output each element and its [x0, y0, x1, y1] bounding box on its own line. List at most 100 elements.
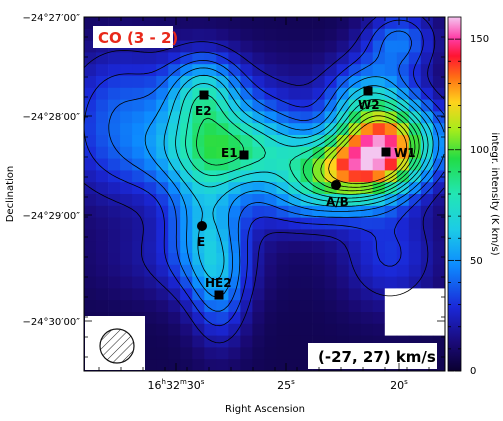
- heatmap-cell: [324, 241, 337, 254]
- heatmap-cell: [156, 264, 169, 277]
- heatmap-cell: [168, 312, 181, 325]
- heatmap-cell: [240, 76, 253, 89]
- heatmap-cell: [240, 28, 253, 41]
- heatmap-cell: [156, 123, 169, 136]
- heatmap-cell: [408, 276, 422, 289]
- heatmap-cell: [360, 264, 374, 277]
- source-label: E: [197, 235, 205, 249]
- heatmap-cell: [240, 194, 253, 207]
- heatmap-cell: [384, 123, 398, 136]
- heatmap-cell: [384, 135, 398, 148]
- heatmap-cell: [264, 111, 277, 124]
- heatmap-cell: [264, 28, 277, 41]
- heatmap-cell: [360, 241, 374, 254]
- heatmap-cell: [288, 205, 301, 218]
- heatmap-cell: [144, 347, 157, 360]
- heatmap-cell: [348, 194, 362, 207]
- heatmap-cell: [144, 182, 157, 195]
- heatmap-cell: [432, 194, 445, 207]
- heatmap-cell: [312, 158, 325, 171]
- heatmap-cell: [120, 288, 133, 301]
- heatmap-cell: [132, 276, 145, 289]
- contour-level: [185, 94, 424, 199]
- heatmap-cell: [120, 182, 133, 195]
- heatmap-cell: [372, 52, 386, 65]
- heatmap-cell: [288, 276, 301, 289]
- heatmap-cell: [384, 217, 398, 230]
- heatmap-cell: [276, 241, 289, 254]
- heatmap-cell: [288, 17, 301, 30]
- heatmap-cell: [336, 229, 349, 242]
- heatmap-cell: [120, 87, 133, 100]
- blank-pixel: [396, 288, 410, 301]
- heatmap-cell: [288, 241, 301, 254]
- heatmap-cell: [336, 40, 349, 53]
- colorbar-label: integr. intensity (K km/s): [489, 132, 500, 255]
- heatmap-cell: [348, 253, 362, 266]
- heatmap-cell: [132, 205, 145, 218]
- heatmap-cell: [96, 276, 109, 289]
- heatmap-cell: [132, 76, 145, 89]
- heatmap-cell: [372, 205, 386, 218]
- heatmap-cell: [276, 312, 289, 325]
- colorbar-tick-label: 150: [470, 34, 489, 45]
- heatmap-cell: [132, 64, 145, 77]
- heatmap-cell: [132, 87, 145, 100]
- heatmap-cell: [132, 146, 145, 159]
- heatmap-cell: [408, 146, 422, 159]
- heatmap-cell: [384, 158, 398, 171]
- heatmap-cell: [372, 135, 386, 148]
- heatmap-cell: [228, 335, 241, 348]
- heatmap-cell: [360, 276, 374, 289]
- heatmap-cell: [300, 229, 313, 242]
- heatmap-cell: [360, 217, 374, 230]
- heatmap-cell: [228, 135, 241, 148]
- heatmap-cell: [192, 300, 205, 313]
- heatmap-cell: [384, 64, 398, 77]
- heatmap-cell: [372, 28, 386, 41]
- heatmap-cell: [192, 182, 205, 195]
- heatmap-cell: [228, 347, 241, 360]
- heatmap-cell: [252, 28, 265, 41]
- heatmap-cell: [312, 264, 325, 277]
- heatmap-cell: [228, 229, 241, 242]
- heatmap-cell: [96, 87, 109, 100]
- heatmap-cell: [324, 158, 337, 171]
- heatmap-cell: [120, 194, 133, 207]
- heatmap-cell: [156, 135, 169, 148]
- heatmap-cell: [348, 300, 362, 313]
- heatmap-cell: [156, 76, 169, 89]
- source-marker-circle: [331, 180, 341, 190]
- heatmap-cell: [348, 276, 362, 289]
- heatmap-cell: [432, 28, 445, 41]
- heatmap-cell: [276, 64, 289, 77]
- heatmap-cell: [132, 170, 145, 183]
- heatmap-cell: [312, 52, 325, 65]
- heatmap-cell: [324, 300, 337, 313]
- heatmap-cell: [384, 229, 398, 242]
- heatmap-cell: [432, 111, 445, 124]
- heatmap-cell: [192, 123, 205, 136]
- heatmap-cell: [324, 40, 337, 53]
- heatmap-cell: [216, 28, 229, 41]
- heatmap-cell: [312, 300, 325, 313]
- heatmap-cell: [108, 229, 121, 242]
- heatmap-cell: [264, 288, 277, 301]
- heatmap-cell: [300, 146, 313, 159]
- heatmap-cell: [384, 28, 398, 41]
- heatmap-cell: [300, 241, 313, 254]
- heatmap-cell: [396, 194, 410, 207]
- heatmap-cell: [216, 359, 229, 371]
- blank-pixel: [408, 300, 422, 313]
- heatmap-cell: [192, 312, 205, 325]
- heatmap-cell: [204, 300, 217, 313]
- heatmap-cell: [204, 99, 217, 112]
- heatmap-cell: [360, 52, 374, 65]
- heatmap-cell: [396, 229, 410, 242]
- heatmap-cell: [360, 28, 374, 41]
- blank-pixel: [384, 323, 398, 336]
- heatmap-cell: [264, 146, 277, 159]
- heatmap-cell: [132, 300, 145, 313]
- heatmap-cell: [276, 76, 289, 89]
- heatmap-cell: [324, 288, 337, 301]
